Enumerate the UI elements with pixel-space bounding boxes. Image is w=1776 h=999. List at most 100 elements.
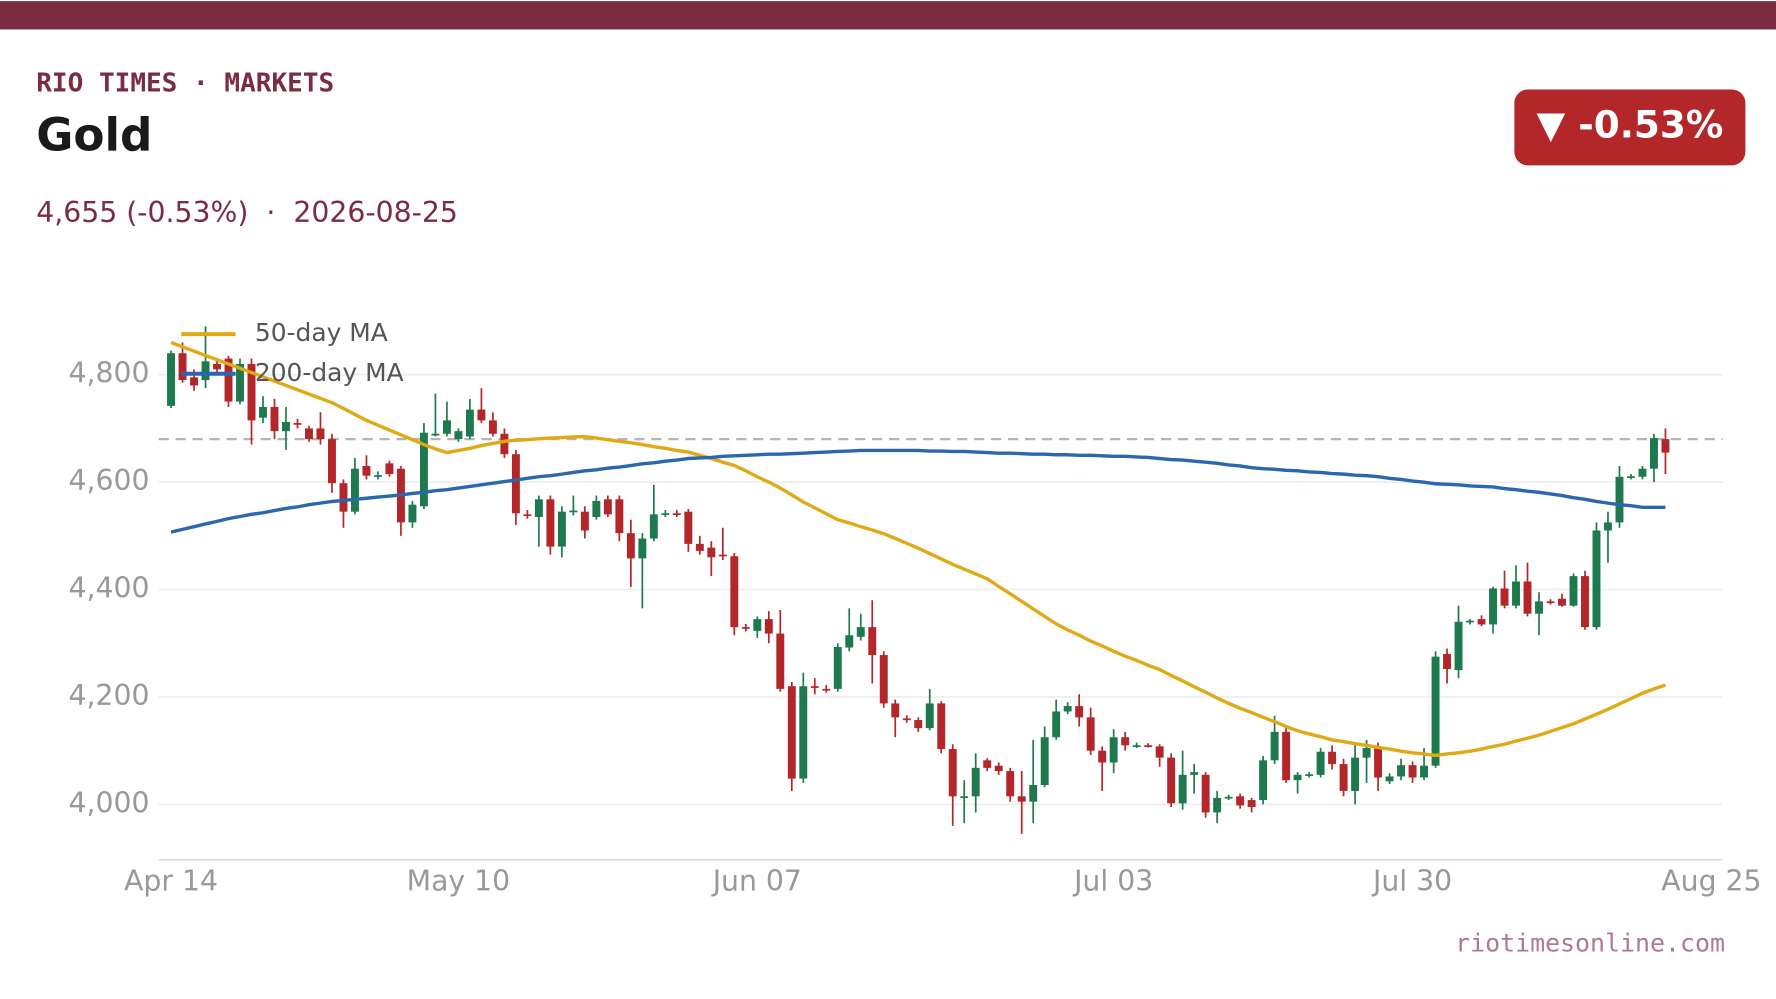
candle-body (868, 627, 877, 656)
candle-body (1201, 774, 1210, 813)
candle-body (1362, 747, 1371, 758)
candle-body (1512, 581, 1520, 606)
candle-body (178, 353, 187, 381)
candle-body (1592, 530, 1601, 628)
candle-body (213, 363, 221, 370)
candle-body (1132, 745, 1141, 747)
candle-body (1190, 772, 1199, 775)
candle-body (1351, 757, 1360, 791)
candle-body (822, 688, 831, 691)
candle-body (282, 421, 290, 432)
badge (1514, 89, 1746, 166)
candle-body (1316, 751, 1325, 775)
candle-body (419, 432, 428, 507)
candle-body (1259, 760, 1268, 801)
candle-body (247, 363, 256, 421)
candle-body (1339, 764, 1348, 791)
candle-body (569, 510, 578, 513)
candle-body (1558, 598, 1566, 606)
candle-body (1282, 731, 1291, 781)
candle-body (580, 511, 589, 531)
candle-body (845, 635, 854, 648)
candle-body (1270, 731, 1279, 761)
candle-body (810, 686, 819, 688)
candle-body (971, 767, 980, 797)
y-tick-label: 4,600 (68, 464, 149, 497)
candle-body (1236, 796, 1245, 806)
candle-body (1569, 576, 1578, 606)
candle-body (879, 655, 888, 704)
candle-body (983, 760, 992, 768)
candle-body (477, 409, 486, 421)
candle-body (1098, 750, 1107, 763)
candle-body (1086, 717, 1095, 751)
candle-body (1546, 601, 1555, 604)
candle-body (1431, 656, 1440, 766)
candle-body (1649, 438, 1658, 469)
candle-body (1063, 706, 1072, 712)
candle-body (937, 703, 946, 750)
candle-body (649, 514, 658, 539)
candle-body (1029, 785, 1038, 802)
candle-body (190, 377, 198, 386)
x-tick-label: May 10 (407, 864, 511, 897)
candle-body (1224, 796, 1233, 799)
candle-body (1052, 711, 1061, 738)
candle-body (1305, 774, 1314, 776)
candle-body (534, 499, 543, 518)
candle-body (615, 499, 624, 534)
candle-body (661, 513, 670, 515)
candle-body (1121, 737, 1130, 746)
candle-body (902, 718, 911, 721)
candle-body (914, 720, 923, 729)
candle-body (960, 796, 969, 799)
candle-body (695, 543, 704, 551)
candle-body (1293, 774, 1302, 781)
candle-body (1581, 576, 1589, 628)
candle-body (408, 504, 417, 523)
candle-body (350, 468, 359, 512)
candle-body (1408, 765, 1417, 778)
candle-body (1523, 581, 1532, 614)
candle-body (270, 406, 279, 432)
candle-body (1420, 765, 1429, 778)
candle-body (293, 423, 302, 425)
candle-body (305, 428, 313, 440)
candle-body (638, 538, 647, 559)
candle-body (1385, 776, 1394, 782)
subtitle: 4,655 (-0.53%) · 2026-08-25 (36, 196, 458, 229)
candle-body (465, 409, 474, 437)
candle-body (1178, 774, 1187, 804)
candle-body (1661, 439, 1670, 453)
candle-body (316, 428, 325, 440)
candle-body (856, 627, 865, 637)
legend-label: 50-day MA (255, 318, 388, 347)
candle-body (1247, 800, 1256, 808)
y-tick-label: 4,400 (68, 572, 149, 605)
candle-body (362, 466, 371, 476)
candle-body (1006, 771, 1015, 797)
candle-body (442, 420, 451, 434)
y-tick-label: 4,800 (68, 357, 149, 390)
candle-body (1489, 588, 1497, 625)
candle-body (1535, 601, 1543, 614)
candle-body (1604, 522, 1612, 531)
candle-body (707, 547, 716, 558)
candle-body (672, 513, 681, 515)
candle-body (224, 358, 233, 402)
candle-body (1627, 476, 1635, 478)
x-tick-label: Jul 03 (1072, 864, 1153, 897)
candle-body (603, 499, 612, 515)
candle-body (891, 703, 900, 718)
candle-body (753, 619, 762, 631)
candle-body (764, 619, 773, 634)
candle-body (500, 433, 509, 455)
candle-body (1017, 796, 1026, 802)
candle-body (1477, 619, 1486, 625)
candle-body (776, 633, 785, 689)
candle-body (1213, 797, 1222, 813)
candle-body (994, 765, 1003, 772)
legend-label: 200-day MA (255, 358, 404, 387)
candle-body (1075, 706, 1084, 718)
